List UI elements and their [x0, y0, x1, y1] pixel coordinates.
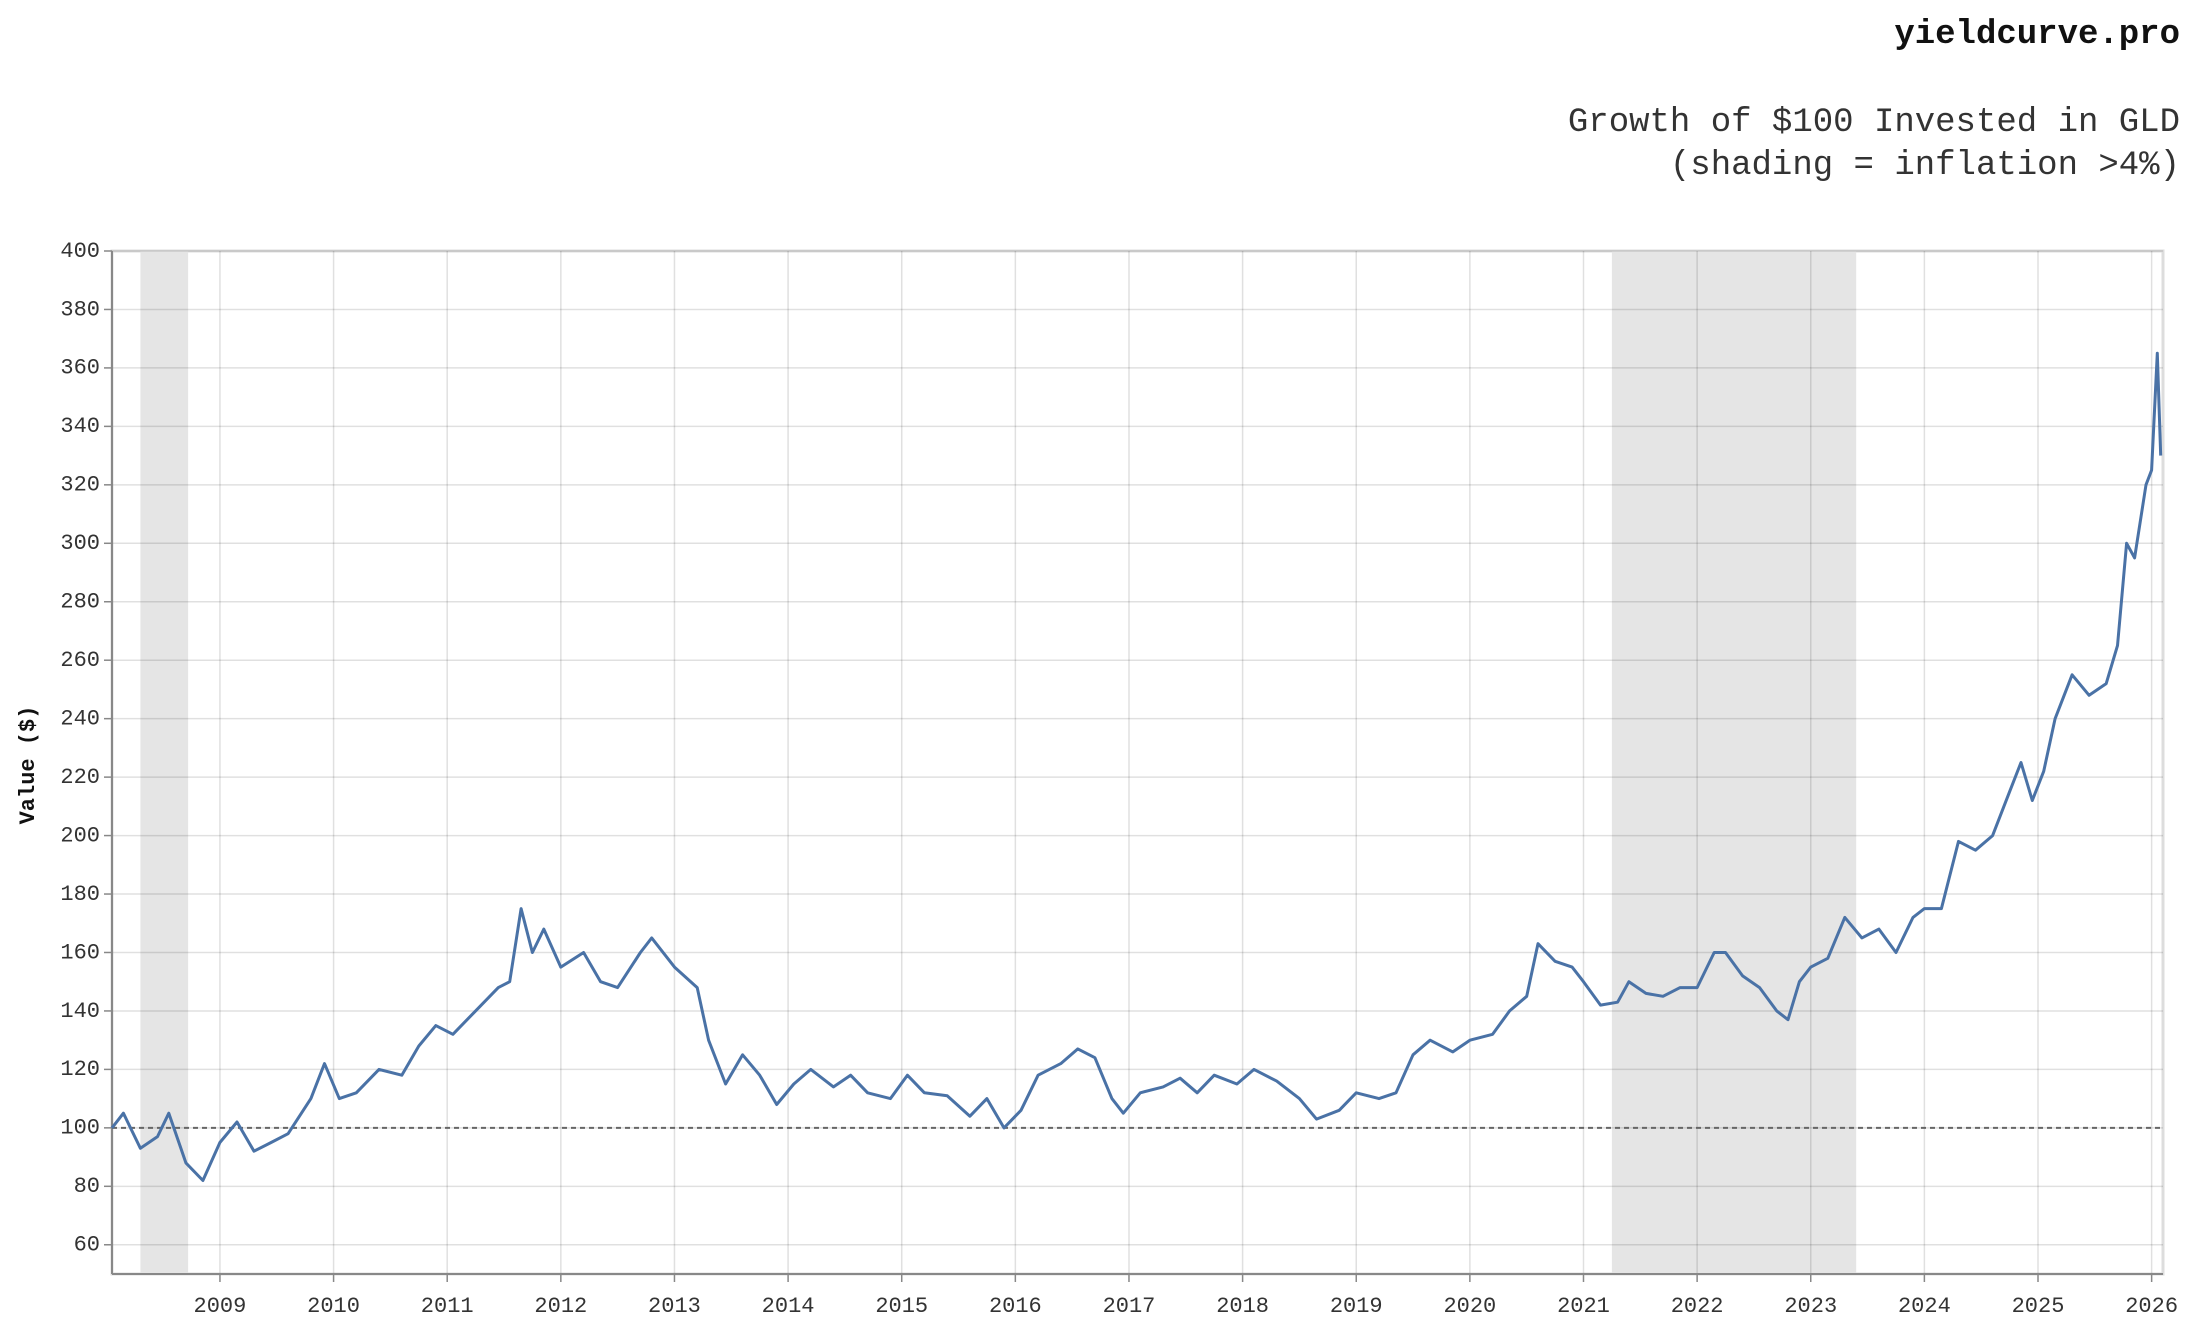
y-tick-label: 320	[60, 473, 100, 498]
chart-title: Growth of $100 Invested in GLD	[1568, 104, 2180, 142]
y-tick-label: 280	[60, 590, 100, 615]
y-tick-label: 260	[60, 648, 100, 673]
x-tick-label: 2024	[1898, 1294, 1951, 1319]
y-tick-label: 60	[74, 1233, 100, 1258]
y-tick-label: 160	[60, 940, 100, 965]
y-tick-label: 240	[60, 706, 100, 731]
y-tick-label: 360	[60, 356, 100, 381]
x-tick-label: 2022	[1671, 1294, 1724, 1319]
site-name: yieldcurve.pro	[1894, 16, 2180, 54]
y-tick-label: 300	[60, 531, 100, 556]
y-tick-label: 100	[60, 1116, 100, 1141]
x-tick-label: 2026	[2125, 1294, 2178, 1319]
y-tick-label: 200	[60, 823, 100, 848]
y-axis-label: Value ($)	[16, 706, 41, 825]
x-tick-label: 2021	[1557, 1294, 1610, 1319]
y-tick-label: 400	[60, 239, 100, 264]
x-tick-label: 2018	[1216, 1294, 1269, 1319]
y-tick-label: 80	[74, 1174, 100, 1199]
y-tick-label: 340	[60, 414, 100, 439]
x-tick-label: 2012	[534, 1294, 587, 1319]
chart-subtitle: (shading = inflation >4%)	[1670, 147, 2180, 185]
x-tick-label: 2017	[1103, 1294, 1156, 1319]
price-line	[110, 351, 2163, 1182]
x-tick-label: 2010	[307, 1294, 360, 1319]
x-tick-label: 2013	[648, 1294, 701, 1319]
x-tick-label: 2020	[1443, 1294, 1496, 1319]
inflation-shading	[140, 251, 189, 1274]
x-tick-label: 2009	[194, 1294, 247, 1319]
x-tick-label: 2015	[875, 1294, 928, 1319]
x-tick-label: 2011	[421, 1294, 474, 1319]
y-tick-label: 140	[60, 999, 100, 1024]
y-tick-label: 120	[60, 1057, 100, 1082]
inflation-shading	[1611, 251, 1857, 1274]
x-tick-label: 2014	[762, 1294, 815, 1319]
x-tick-label: 2023	[1784, 1294, 1837, 1319]
x-tick-label: 2025	[2012, 1294, 2065, 1319]
x-tick-label: 2016	[989, 1294, 1042, 1319]
x-tick-label: 2019	[1330, 1294, 1383, 1319]
y-tick-label: 380	[60, 297, 100, 322]
y-tick-label: 220	[60, 765, 100, 790]
y-tick-label: 180	[60, 882, 100, 907]
